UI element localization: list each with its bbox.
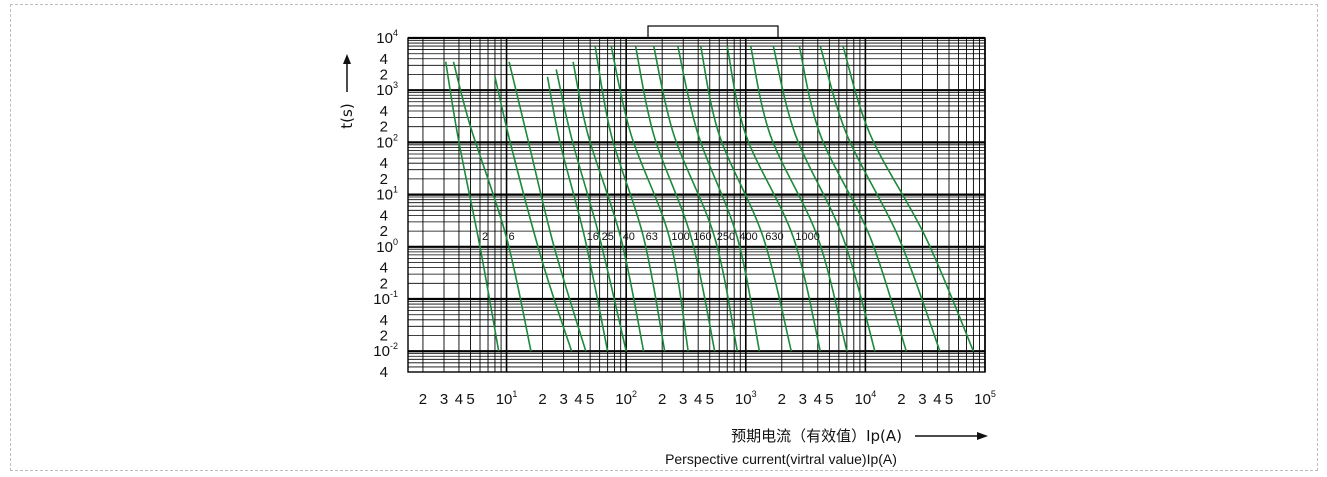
curve-series-19	[842, 45, 975, 352]
curve-series-16	[772, 45, 876, 352]
curve-series-15	[749, 45, 848, 352]
curve-rating-label: 40	[623, 231, 635, 243]
y-tick-label: 4	[380, 155, 388, 172]
curve-rating-label: 400	[739, 231, 757, 243]
curve-rating-label: 250	[717, 231, 735, 243]
curve-rating-labels: 2 6 16 25 40 63 100 160 250 400 630 1000	[482, 231, 820, 243]
x-tick-label: 104	[855, 389, 877, 408]
curve-series-17	[798, 45, 908, 352]
x-tick-label: 3	[918, 391, 926, 408]
x-tick-label: 2	[538, 391, 546, 408]
chart-curves	[444, 45, 975, 352]
y-tick-label: 4	[380, 51, 388, 68]
x-tick-label: 3	[799, 391, 807, 408]
y-tick-label: 2	[380, 171, 388, 188]
y-axis-title-group: t(s)	[338, 54, 356, 129]
y-tick-label: 4	[380, 207, 388, 224]
y-tick-label: 4	[380, 364, 388, 381]
x-tick-label: 4	[574, 391, 582, 408]
y-tick-label: 10-1	[373, 289, 398, 308]
curve-series-3	[494, 76, 573, 352]
x-tick-labels: 2 3 4 5 101 2 3 4 5 102 2 3 4 5 103 2 3 4 5 104 2 3 4 5 105	[419, 389, 996, 408]
curve-series-4	[508, 61, 587, 352]
curve-series-18	[819, 45, 941, 352]
y-tick-label: 10-2	[373, 341, 398, 360]
curve-series-1	[444, 61, 500, 352]
x-tick-label: 5	[825, 391, 833, 408]
y-tick-label: 4	[380, 260, 388, 277]
y-axis-title: t(s)	[338, 103, 356, 128]
y-tick-label: 101	[376, 185, 398, 204]
x-tick-label: 2	[897, 391, 905, 408]
y-tick-label: 2	[380, 275, 388, 292]
curve-series-10	[634, 45, 716, 352]
curve-series-7	[572, 61, 645, 352]
y-tick-label: 100	[376, 237, 398, 256]
curve-series-11	[652, 45, 739, 352]
curve-rating-label: 160	[693, 231, 711, 243]
curve-series-13	[699, 45, 793, 352]
x-tick-label: 5	[466, 391, 474, 408]
y-tick-label: 103	[376, 80, 398, 99]
x-tick-label: 5	[945, 391, 953, 408]
x-axis-title-en: Perspective current(virtral value)Ip(A)	[665, 451, 897, 467]
x-axis-title: 预期电流（有效值）Ip(A)	[731, 427, 902, 445]
curve-rating-label: 2	[482, 231, 488, 243]
curve-series-12	[677, 45, 761, 352]
y-tick-label: 4	[380, 103, 388, 120]
y-tick-label: 4	[380, 312, 388, 329]
x-tick-label: 2	[658, 391, 666, 408]
x-axis-arrow-head	[977, 432, 988, 440]
x-tick-label: 4	[933, 391, 941, 408]
curve-series-9	[610, 45, 689, 352]
curve-rating-label: 63	[646, 231, 658, 243]
curve-rating-label: 100	[671, 231, 689, 243]
top-tab-outline	[647, 25, 779, 39]
x-tick-label: 3	[559, 391, 567, 408]
y-tick-label: 2	[380, 223, 388, 240]
x-tick-label: 2	[419, 391, 427, 408]
curve-rating-label: 25	[602, 231, 614, 243]
x-tick-label: 5	[706, 391, 714, 408]
curve-series-6	[555, 69, 627, 352]
y-tick-label: 104	[376, 28, 398, 47]
curve-series-5	[546, 76, 609, 352]
x-tick-label: 4	[455, 391, 463, 408]
y-tick-label: 2	[380, 328, 388, 345]
x-tick-label: 3	[679, 391, 687, 408]
x-tick-label: 102	[615, 389, 637, 408]
x-tick-label: 3	[440, 391, 448, 408]
y-tick-label: 2	[380, 119, 388, 136]
x-tick-label: 4	[814, 391, 822, 408]
y-tick-label: 2	[380, 66, 388, 83]
curve-series-8	[594, 45, 666, 352]
curve-series-2	[452, 61, 532, 352]
figure-frame	[10, 4, 1318, 471]
curve-rating-label: 6	[509, 231, 515, 243]
x-tick-label: 103	[735, 389, 757, 408]
curve-rating-label: 1000	[795, 231, 819, 243]
curve-rating-label: 630	[765, 231, 783, 243]
curve-series-14	[726, 45, 822, 352]
y-axis-arrow-head	[343, 54, 351, 64]
x-tick-label: 4	[694, 391, 702, 408]
curve-rating-label: 16	[587, 231, 599, 243]
x-tick-label: 101	[496, 389, 518, 408]
x-tick-label: 105	[974, 389, 996, 408]
x-tick-label: 2	[778, 391, 786, 408]
x-tick-label: 5	[586, 391, 594, 408]
y-tick-label: 102	[376, 132, 398, 151]
